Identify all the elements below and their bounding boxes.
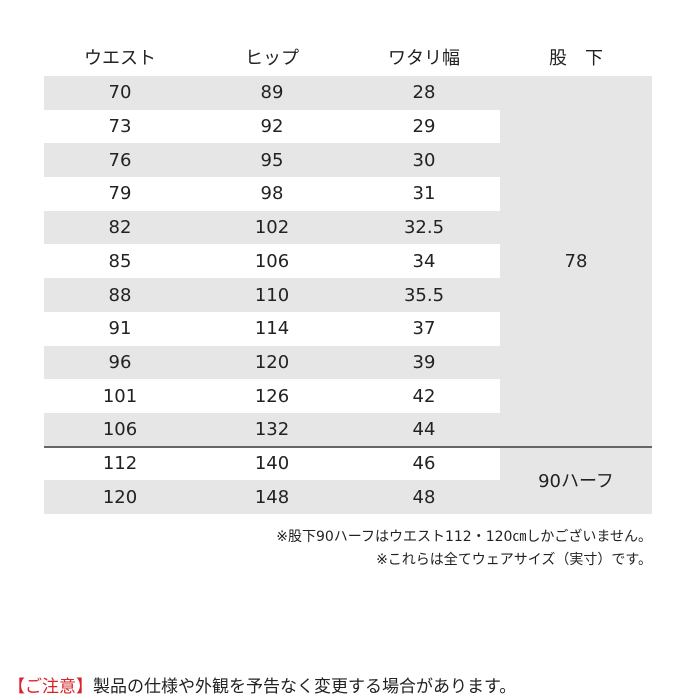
column-header: ヒップ: [245, 48, 299, 69]
table-cell: 114: [254, 318, 290, 340]
table-cell: 89: [196, 76, 348, 110]
inseam-cell: 78: [500, 76, 652, 447]
table-cell: 46: [412, 453, 436, 475]
footer-text: 製品の仕様や外観を予告なく変更する場合があります。: [93, 677, 517, 697]
note: ※これらは全てウェアサイズ（実寸）です。: [376, 552, 652, 568]
inseam-cell: 90ハーフ: [500, 446, 652, 515]
table-cell: 42: [412, 385, 436, 407]
table-cell: 76: [44, 143, 196, 178]
footer: 【ご注意】製品の仕様や外観を予告なく変更する場合があります。: [8, 672, 516, 697]
table-cell: 82: [44, 210, 196, 245]
table-cell: 112: [102, 453, 138, 475]
table-cell: 32.5: [348, 210, 500, 245]
table-cell: 120: [44, 480, 196, 515]
table-cell: 140: [254, 453, 290, 475]
table-cell: 88: [44, 278, 196, 312]
table-cell: 39: [348, 345, 500, 380]
group-divider: [44, 445, 652, 448]
table-cell: 79: [108, 183, 132, 205]
table-cell: 48: [348, 480, 500, 515]
footer-label: 【ご注意】: [8, 677, 93, 697]
table-cell: 91: [108, 318, 132, 340]
table-cell: 73: [108, 116, 132, 138]
table-cell: 70: [44, 76, 196, 110]
table-cell: 106: [44, 413, 196, 447]
table-cell: 120: [196, 345, 348, 380]
table-cell: 44: [348, 413, 500, 447]
table-cell: 110: [196, 278, 348, 312]
table-cell: 95: [196, 143, 348, 178]
table-cell: 101: [102, 385, 138, 407]
table-cell: 35.5: [348, 278, 500, 312]
column-header: ワタリ幅: [388, 48, 460, 69]
table-cell: 102: [196, 210, 348, 245]
table-cell: 132: [196, 413, 348, 447]
column-header: ウエスト: [84, 48, 156, 69]
table-cell: 30: [348, 143, 500, 178]
table-cell: 29: [412, 116, 436, 138]
table-cell: 37: [412, 318, 436, 340]
table-cell: 92: [260, 116, 284, 138]
table-cell: 28: [348, 76, 500, 110]
column-header: 股 下: [549, 48, 603, 69]
note: ※股下90ハーフはウエスト112・120㎝しかございません。: [276, 529, 652, 545]
table-cell: 148: [196, 480, 348, 515]
table-cell: 96: [44, 345, 196, 380]
table-cell: 126: [254, 385, 290, 407]
table-cell: 31: [412, 183, 436, 205]
table-cell: 85: [108, 250, 132, 272]
table-cell: 106: [254, 250, 290, 272]
table-cell: 98: [260, 183, 284, 205]
table-cell: 34: [412, 250, 436, 272]
